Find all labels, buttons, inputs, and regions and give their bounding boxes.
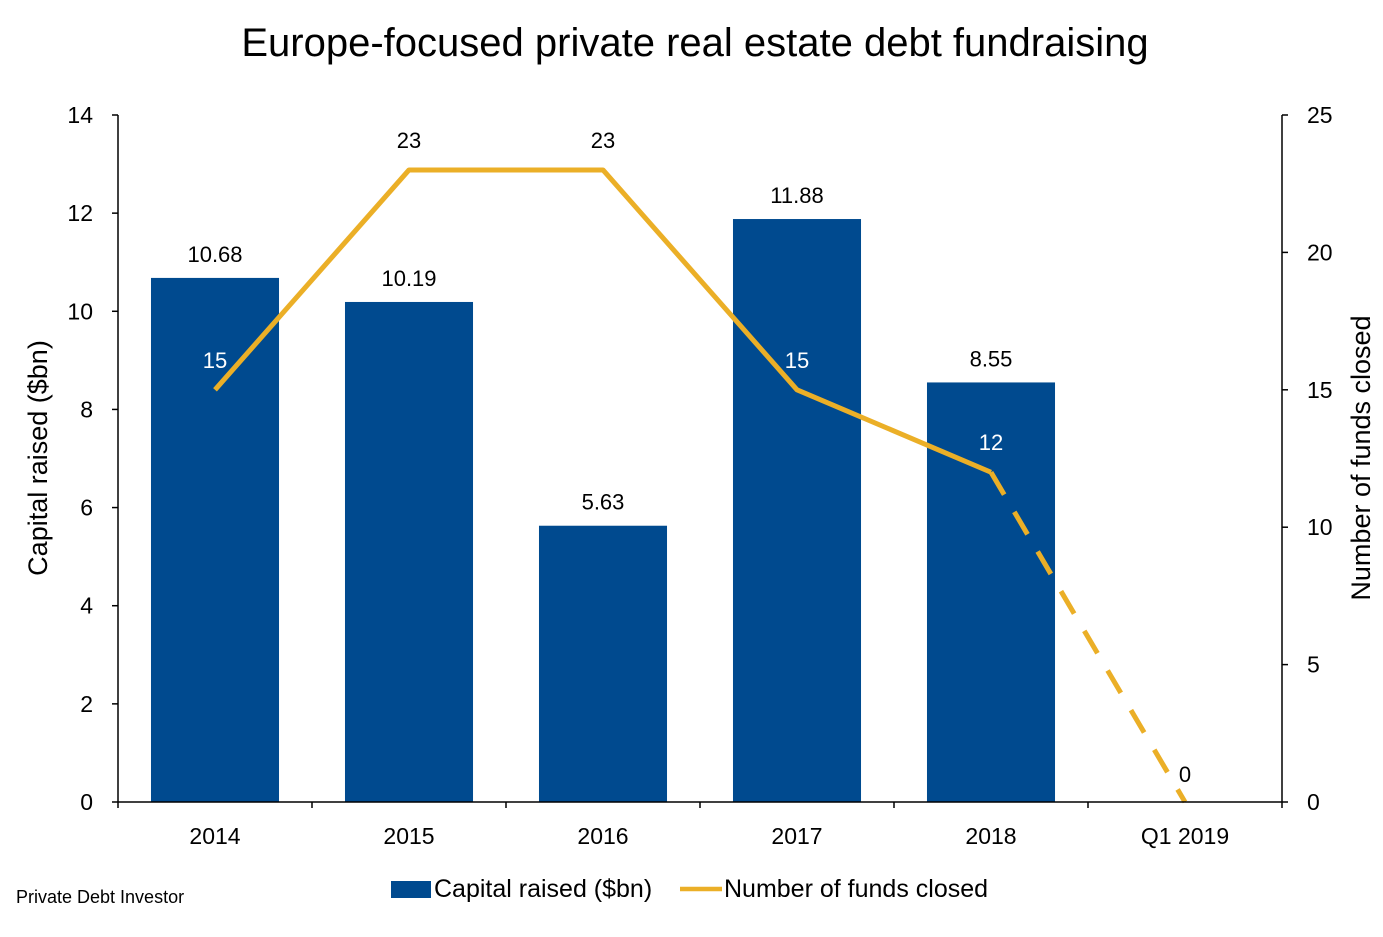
y-tick-label: 0 <box>80 789 93 815</box>
source-credit: Private Debt Investor <box>16 887 184 907</box>
bar-2015 <box>344 301 474 802</box>
y2-tick-label: 20 <box>1307 239 1333 265</box>
bar-value-label: 10.19 <box>381 266 436 291</box>
line-value-label: 15 <box>785 348 809 373</box>
y2-tick-label: 25 <box>1307 102 1333 128</box>
y-tick-label: 12 <box>67 200 93 226</box>
funds-line <box>213 167 992 475</box>
y-tick-label: 6 <box>80 495 93 521</box>
y2-tick-label: 10 <box>1307 514 1333 540</box>
chart-title: Europe-focused private real estate debt … <box>241 21 1148 65</box>
labels-layer: 10.68 10.19 5.63 11.88 8.55 15 23 23 15 12 0 <box>187 128 1191 787</box>
x-tick-label: 2018 <box>965 823 1016 849</box>
legend-label-capital: Capital raised ($bn) <box>434 875 652 903</box>
x-tick-label: 2015 <box>383 823 434 849</box>
y2-axis-title: Number of funds closed <box>1346 315 1376 600</box>
bar-2016 <box>538 525 668 802</box>
line-value-label: 0 <box>1179 762 1191 787</box>
funds-line-projected-segment <box>988 470 1188 804</box>
line-value-label: 23 <box>591 128 615 153</box>
line-value-label: 23 <box>397 128 421 153</box>
y-tick-label: 14 <box>67 102 93 128</box>
y-tick-label: 2 <box>80 691 93 717</box>
y-tick-label: 10 <box>67 298 93 324</box>
y2-tick-label: 15 <box>1307 377 1333 403</box>
axes-layer: 0 2 4 6 8 10 12 14 0 5 10 15 20 25 2014 2015 2016 2017 201… <box>67 102 1332 849</box>
bar-2017 <box>732 219 862 802</box>
x-tick-label: Q1 2019 <box>1141 823 1229 849</box>
y-tick-label: 8 <box>80 396 93 422</box>
legend-swatch-capital <box>391 881 431 898</box>
y2-tick-label: 5 <box>1307 652 1320 678</box>
line-value-label: 15 <box>203 348 227 373</box>
line-value-label: 12 <box>979 430 1003 455</box>
bar-value-label: 5.63 <box>582 490 625 515</box>
y-tick-label: 4 <box>80 593 93 619</box>
legend: Capital raised ($bn) Number of funds clo… <box>391 875 988 903</box>
x-tick-label: 2017 <box>771 823 822 849</box>
line-layer <box>213 167 1188 804</box>
legend-label-funds: Number of funds closed <box>724 875 988 903</box>
bar-value-label: 10.68 <box>187 242 242 267</box>
y2-tick-label: 0 <box>1307 789 1320 815</box>
x-tick-label: 2016 <box>577 823 628 849</box>
bars-layer <box>150 219 1056 803</box>
y-axis-title: Capital raised ($bn) <box>23 340 53 576</box>
bar-value-label: 11.88 <box>770 183 823 208</box>
x-tick-label: 2014 <box>189 823 240 849</box>
bar-value-label: 8.55 <box>970 346 1013 371</box>
bar-2014 <box>150 277 280 803</box>
